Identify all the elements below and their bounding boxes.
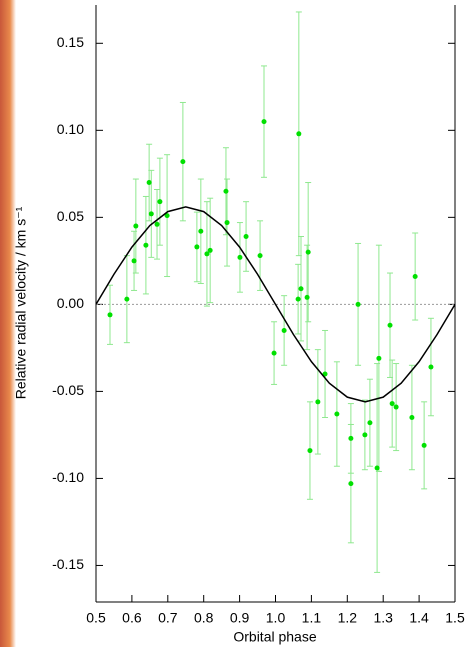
data-point [271,350,277,356]
data-point [322,371,328,377]
y-tick-label: 0.05 [57,208,84,224]
data-point [207,247,213,253]
data-point [362,432,368,438]
data-point [148,211,154,217]
x-tick-label: 1.2 [338,610,358,626]
data-point [143,242,149,248]
data-point [304,294,310,300]
x-tick-label: 1.1 [302,610,322,626]
data-point [409,415,415,421]
data-point [124,296,130,302]
data-point [298,286,304,292]
data-point [180,159,186,165]
x-tick-label: 1.0 [266,610,286,626]
data-point [348,435,354,441]
model-curve [95,206,456,403]
x-tick-label: 0.8 [194,610,214,626]
y-axis-label: Relative radial velocity / km s⁻¹ [13,206,29,399]
data-point [389,401,395,407]
data-point [131,258,137,264]
data-point [257,253,263,259]
data-point [348,481,354,487]
data-point [146,180,152,186]
data-point [281,327,287,333]
data-point [224,220,230,226]
data-point [133,223,139,229]
data-point [243,233,249,239]
y-tick-label: -0.10 [52,469,84,485]
data-point [305,249,311,255]
y-tick-label: 0.15 [57,34,84,50]
x-tick-label: 0.5 [86,610,106,626]
data-point [164,213,170,219]
data-point [107,312,113,318]
data-point [223,188,229,194]
data-point [334,411,340,417]
data-point [315,399,321,405]
data-point [412,274,418,280]
data-point [374,465,380,471]
y-tick-label: -0.05 [52,382,84,398]
data-point [204,251,210,257]
x-tick-label: 1.5 [445,610,465,626]
data-point [387,322,393,328]
data-point [393,404,399,410]
x-axis-label: Orbital phase [233,629,316,645]
data-point [157,199,163,205]
data-point [307,448,313,454]
y-tick-label: 0.10 [57,121,84,137]
data-point [198,228,204,234]
x-tick-label: 1.3 [373,610,393,626]
data-point [355,301,361,307]
y-tick-label: -0.15 [52,556,84,572]
data-point [376,355,382,361]
data-point [428,364,434,370]
x-tick-label: 0.9 [230,610,250,626]
x-tick-label: 0.7 [158,610,178,626]
data-point [421,442,427,448]
data-point [296,131,302,137]
data-point [295,296,301,302]
data-point [367,420,373,426]
x-tick-label: 0.6 [122,610,142,626]
data-point [261,119,267,125]
data-point [237,254,243,260]
data-point [154,221,160,227]
y-tick-label: 0.00 [57,295,84,311]
data-point [194,244,200,250]
x-tick-label: 1.4 [409,610,429,626]
